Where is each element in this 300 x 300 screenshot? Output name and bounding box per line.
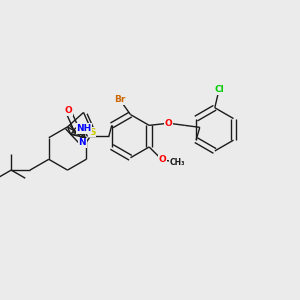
- Text: N: N: [79, 138, 86, 147]
- Text: NH: NH: [76, 124, 92, 133]
- Text: S: S: [89, 128, 96, 137]
- Text: Cl: Cl: [214, 85, 224, 94]
- Text: O: O: [158, 155, 166, 164]
- Text: O: O: [165, 119, 172, 128]
- Text: O: O: [64, 106, 72, 116]
- Text: CH₃: CH₃: [169, 158, 185, 166]
- Text: Br: Br: [114, 95, 125, 104]
